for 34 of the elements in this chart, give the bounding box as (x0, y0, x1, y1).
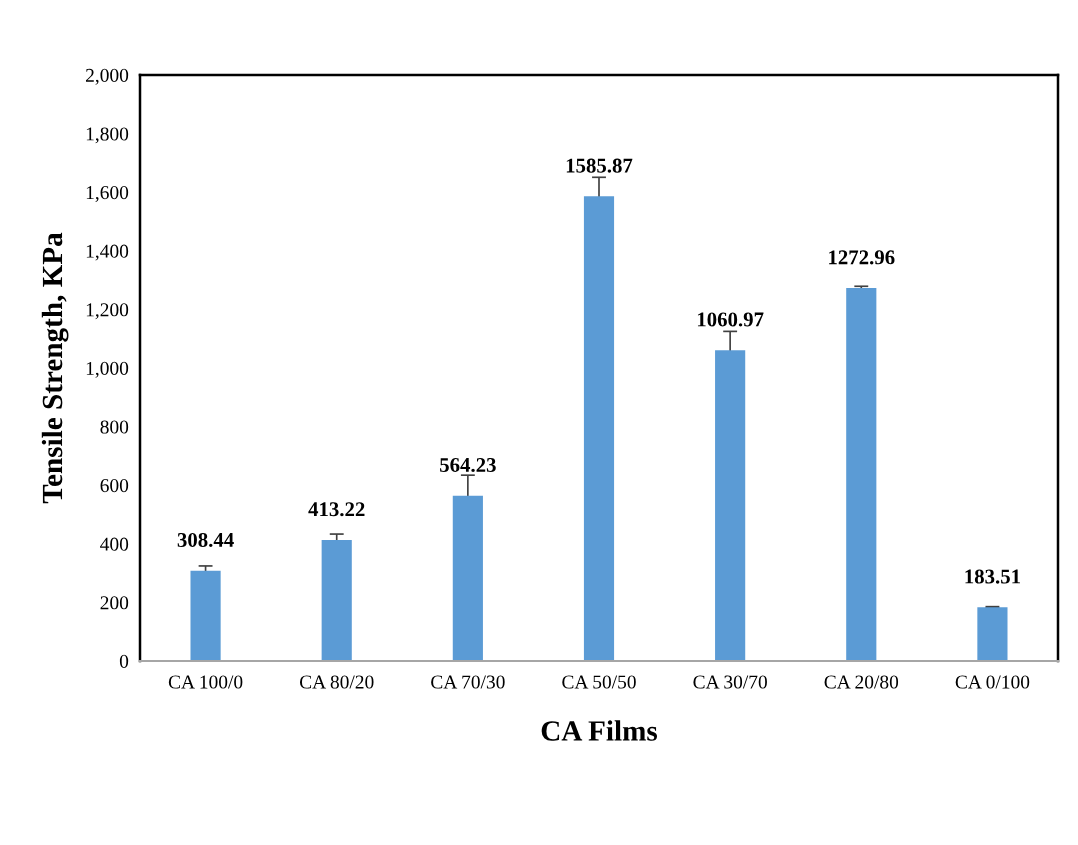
data-label: 1585.87 (566, 158, 633, 173)
y-tick-label: 1,600 (86, 186, 129, 202)
x-tick-label: CA 20/80 (824, 675, 899, 689)
y-axis-title: Tensile Strength, KPa (41, 232, 69, 504)
bar (583, 196, 615, 661)
y-tick-label: 1,400 (86, 244, 129, 261)
x-tick-label: CA 100/0 (168, 675, 243, 689)
x-tick-label: CA 0/100 (955, 675, 1030, 689)
bar (321, 539, 352, 661)
data-label: 308.44 (177, 532, 234, 548)
x-tick-label: CA 50/50 (562, 675, 636, 689)
y-tick-label: 1,000 (86, 361, 129, 378)
bar (452, 495, 483, 661)
bar (977, 607, 1008, 661)
data-label: 413.22 (308, 502, 365, 517)
x-tick-label: CA 30/70 (693, 675, 767, 689)
data-label: 564.23 (440, 458, 496, 473)
y-tick-label: 0 (119, 654, 129, 668)
data-label: 183.51 (965, 569, 1020, 584)
x-tick-label: CA 70/30 (431, 675, 505, 689)
y-tick-label: 200 (100, 596, 129, 610)
y-tick-label: 1,800 (86, 127, 129, 144)
y-tick-label: 2,000 (85, 68, 129, 85)
x-tick-label: CA 80/20 (299, 675, 374, 689)
bar (715, 350, 746, 661)
x-axis-title: CA Films (541, 720, 658, 741)
y-tick-label: 1,200 (86, 303, 129, 320)
y-tick-label: 400 (100, 537, 129, 551)
bar (846, 288, 877, 661)
y-tick-label: 800 (100, 420, 129, 434)
bar (190, 570, 221, 661)
data-label: 1060.97 (697, 312, 764, 327)
y-tick-label: 600 (100, 479, 129, 493)
data-label: 1272.96 (829, 250, 895, 265)
